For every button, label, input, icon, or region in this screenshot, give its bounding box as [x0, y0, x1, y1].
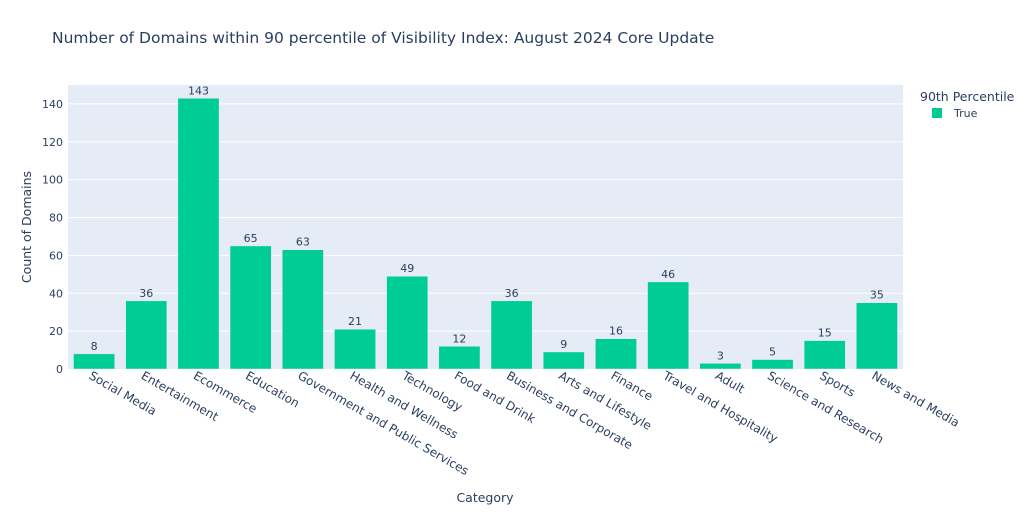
- bar-value-label: 65: [244, 232, 258, 245]
- bar-arts-and-lifestyle[interactable]: [542, 351, 585, 370]
- bar-value-label: 49: [400, 262, 414, 275]
- y-tick-label: 20: [49, 325, 63, 338]
- bar-science-and-research[interactable]: [751, 359, 794, 370]
- bar-value-label: 36: [139, 287, 153, 300]
- y-tick-label: 120: [42, 136, 63, 149]
- bar-value-label: 143: [188, 84, 209, 97]
- bar-value-label: 3: [717, 349, 724, 362]
- y-tick-label: 80: [49, 212, 63, 225]
- bar-value-label: 9: [560, 338, 567, 351]
- bar-value-label: 35: [870, 289, 884, 302]
- x-tick-label: Adult: [713, 368, 747, 396]
- legend-item-true[interactable]: True: [932, 107, 978, 120]
- legend-item-label: True: [953, 107, 978, 120]
- bar-adult[interactable]: [699, 363, 742, 370]
- bar-news-and-media[interactable]: [856, 302, 898, 370]
- x-axis-title: Category: [456, 490, 514, 505]
- y-axis-ticks: 0 20 40 60 80 100 120 140: [42, 98, 63, 376]
- bar-travel-and-hospitality[interactable]: [647, 281, 690, 370]
- bar-food-and-drink[interactable]: [438, 346, 481, 370]
- x-axis-ticks: Social MediaEntertainmentEcommerceEducat…: [87, 368, 962, 478]
- bar-value-label: 8: [91, 340, 98, 353]
- bar-value-label: 46: [661, 268, 675, 281]
- bar-value-label: 12: [452, 332, 466, 345]
- x-tick-label: News and Media: [869, 368, 961, 429]
- bars: [73, 98, 898, 370]
- bar-value-label: 36: [505, 287, 519, 300]
- bar-technology[interactable]: [386, 275, 429, 370]
- bar-education[interactable]: [229, 245, 272, 370]
- y-tick-label: 140: [42, 98, 63, 111]
- legend-swatch: [932, 108, 942, 118]
- bar-value-label: 16: [609, 325, 623, 338]
- legend: 90th Percentile True: [920, 89, 1015, 120]
- y-tick-label: 0: [56, 363, 63, 376]
- bar-ecommerce[interactable]: [177, 98, 220, 370]
- y-tick-label: 40: [49, 287, 63, 300]
- bar-government-and-public-services[interactable]: [281, 249, 324, 370]
- bar-business-and-corporate[interactable]: [490, 300, 533, 370]
- bar-sports[interactable]: [803, 340, 846, 370]
- bar-finance[interactable]: [595, 338, 637, 370]
- bar-value-label: 15: [818, 327, 832, 340]
- legend-title: 90th Percentile: [920, 89, 1015, 104]
- bar-social-media[interactable]: [73, 353, 115, 370]
- x-tick-label: Sports: [817, 368, 857, 399]
- bar-entertainment[interactable]: [125, 300, 168, 370]
- chart-title: Number of Domains within 90 percentile o…: [52, 29, 714, 47]
- bar-value-label: 21: [348, 315, 362, 328]
- y-tick-label: 60: [49, 249, 63, 262]
- bar-health-and-wellness[interactable]: [334, 328, 376, 370]
- bar-value-label: 63: [296, 236, 310, 249]
- bar-value-label: 5: [769, 346, 776, 359]
- y-tick-label: 100: [42, 174, 63, 187]
- y-axis-title: Count of Domains: [19, 171, 34, 283]
